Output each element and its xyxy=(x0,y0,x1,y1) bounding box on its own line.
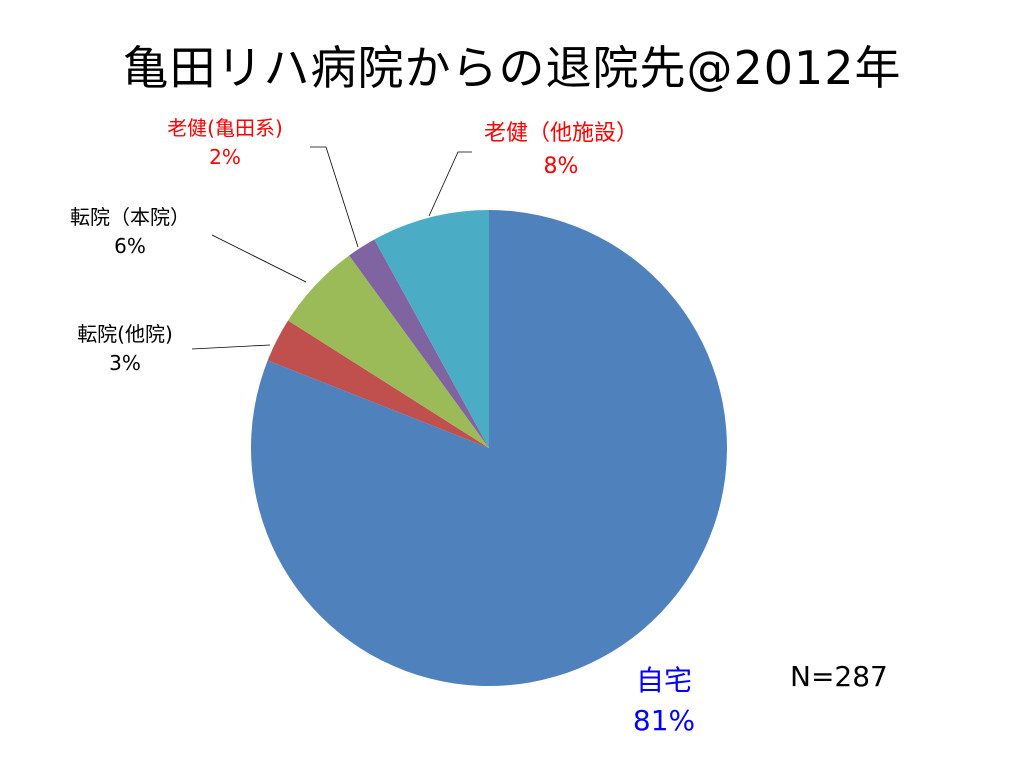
leader-line-1 xyxy=(191,344,271,350)
leader-line-4 xyxy=(428,151,472,217)
leader-line-2 xyxy=(211,234,307,283)
sample-size-note: N=287 xyxy=(790,660,888,693)
slice-label-4: 老健（他施設） xyxy=(484,121,638,146)
slice-value-label-1: 3% xyxy=(109,351,141,375)
slice-label-3: 老健(亀田系) xyxy=(167,116,283,140)
slice-label-1: 転院(他院) xyxy=(77,322,173,346)
chart-title: 亀田リハ病院からの退院先@2012年 xyxy=(122,41,902,95)
slice-label-0: 自宅 xyxy=(636,664,692,697)
slice-label-2: 転院（本院） xyxy=(70,205,190,229)
pie-slice-2 xyxy=(288,255,489,448)
slice-value-label-3: 2% xyxy=(209,145,241,169)
pie-slice-0 xyxy=(250,210,727,687)
slice-value-label-4: 8% xyxy=(544,154,579,179)
pie-slice-1 xyxy=(267,320,489,448)
slice-value-label-0: 81% xyxy=(633,704,695,737)
pie-slice-3 xyxy=(349,239,489,448)
pie-slice-4 xyxy=(374,210,489,448)
leader-line-3 xyxy=(310,146,359,248)
slice-value-label-2: 6% xyxy=(114,234,146,258)
